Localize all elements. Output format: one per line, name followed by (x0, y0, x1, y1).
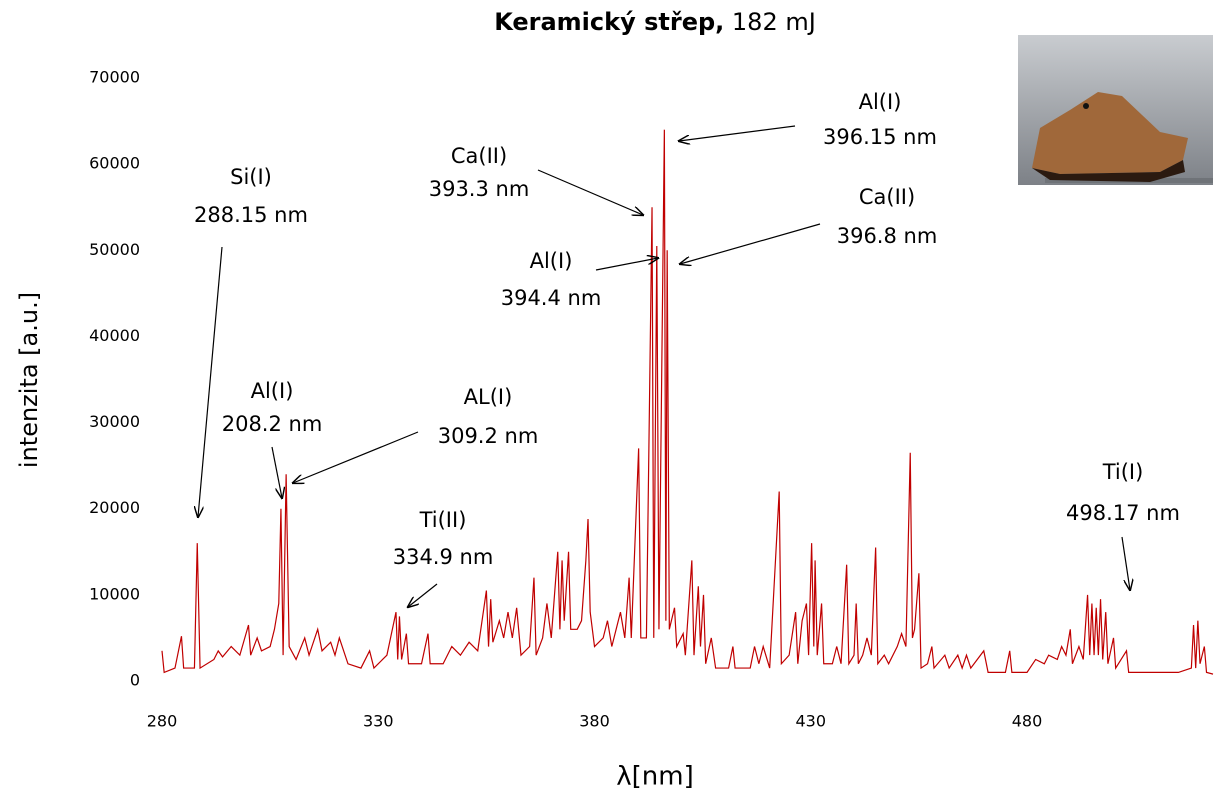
annotation-arrow (679, 125, 796, 141)
annotation-text: Al(I) (251, 379, 294, 403)
annotation-text: Ti(I) (1102, 460, 1144, 484)
photo (1018, 35, 1213, 185)
y-tick-label: 60000 (89, 154, 140, 173)
annotation: Al(I) 208.2 nm (222, 379, 323, 498)
title-main: Keramický střep, (494, 8, 724, 36)
annotation-text: 394.4 nm (501, 286, 602, 310)
y-tick-label: 70000 (89, 68, 140, 87)
annotation-text: 396.8 nm (837, 224, 938, 248)
annotation: Ca(II) 393.3 nm (429, 144, 643, 215)
annotation-text: 288.15 nm (194, 203, 308, 227)
annotation-text: Al(I) (530, 249, 573, 273)
annotation-arrow (1121, 536, 1130, 590)
annotation-arrow (198, 246, 223, 517)
x-tick-label: 380 (579, 712, 610, 731)
annotation-text: Ca(II) (451, 144, 507, 168)
annotation-text: Ca(II) (859, 185, 915, 209)
y-tick-label: 30000 (89, 412, 140, 431)
y-tick-label: 50000 (89, 240, 140, 259)
annotation-text: AL(I) (464, 385, 513, 409)
y-tick-label: 20000 (89, 498, 140, 517)
annotation-text: Al(I) (859, 90, 902, 114)
annotation-text: 498.17 nm (1066, 501, 1180, 525)
annotation-text: 309.2 nm (438, 424, 539, 448)
annotation-arrow (293, 431, 419, 483)
annotation-text: 334.9 nm (393, 545, 494, 569)
x-axis-label: λ[nm] (616, 762, 693, 792)
annotation-arrow (595, 258, 658, 271)
annotation: Ti(I) 498.17 nm (1066, 460, 1180, 590)
annotation-arrow (408, 583, 438, 607)
annotation: Si(I) 288.15 nm (194, 165, 308, 517)
annotation-arrow (537, 169, 643, 215)
x-tick-label: 330 (363, 712, 394, 731)
y-tick-label: 10000 (89, 584, 140, 603)
annotation: Ca(II) 396.8 nm (680, 185, 937, 264)
annotation-arrow (680, 223, 821, 264)
annotation-text: 393.3 nm (429, 177, 530, 201)
annotation: Ti(II) 334.9 nm (393, 508, 494, 607)
y-tick-label: 0 (130, 671, 140, 690)
x-tick-label: 280 (147, 712, 178, 731)
chart-title: Keramický střep, 182 mJ (494, 8, 816, 36)
title-detail: 182 mJ (732, 8, 816, 36)
annotation-text: Ti(II) (419, 508, 467, 532)
annotation-arrow (271, 446, 282, 498)
x-tick-label: 430 (795, 712, 826, 731)
spectrum-line (161, 129, 1214, 675)
annotation: Al(I) 394.4 nm (501, 249, 658, 310)
annotation-text: 396.15 nm (823, 125, 937, 149)
annotation: AL(I) 309.2 nm (293, 385, 538, 483)
annotation: Al(I) 396.15 nm (679, 90, 937, 149)
y-axis-label: intenzita [a.u.] (15, 292, 43, 468)
annotation-text: Si(I) (230, 165, 272, 189)
x-tick-label: 480 (1012, 712, 1043, 731)
y-tick-label: 40000 (89, 326, 140, 345)
annotation-text: 208.2 nm (222, 412, 323, 436)
